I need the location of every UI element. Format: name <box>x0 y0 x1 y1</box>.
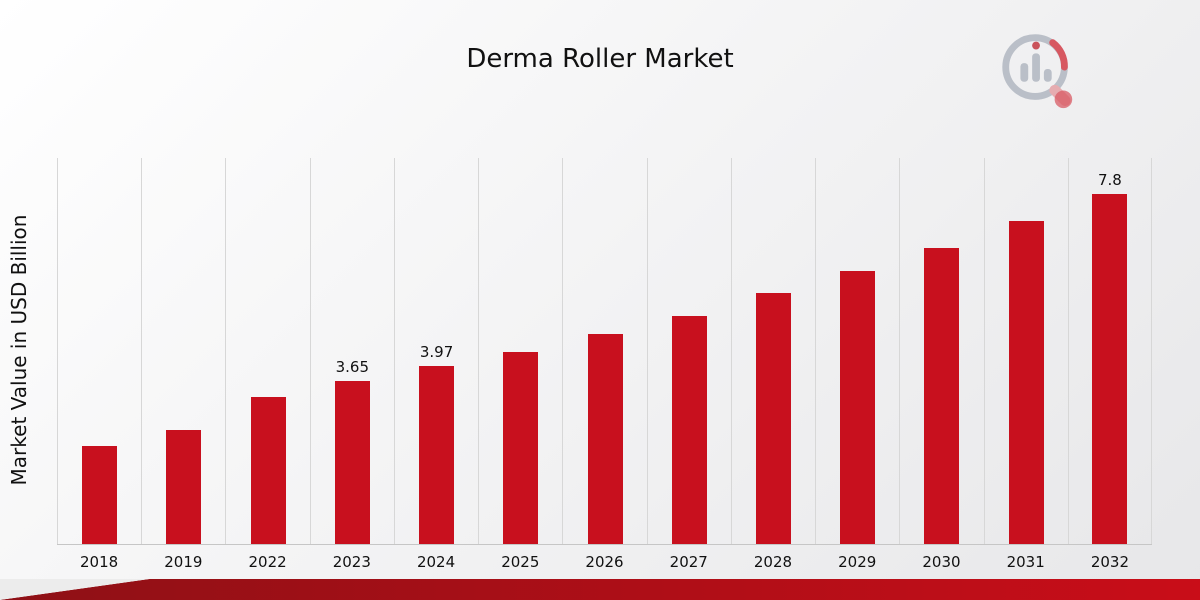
x-tick-label: 2025 <box>501 552 540 571</box>
x-tick-label: 2026 <box>585 552 624 571</box>
x-tick-label: 2029 <box>838 552 877 571</box>
bar-2027 <box>671 315 707 545</box>
x-tick-label: 2022 <box>248 552 287 571</box>
bar-value-label: 3.97 <box>419 343 454 362</box>
bar-area: 3.65 <box>309 158 394 545</box>
x-tick-label: 2027 <box>669 552 708 571</box>
bar-2024 <box>419 366 455 545</box>
bottom-ribbon <box>0 579 1200 600</box>
category-cell: 3.97 2024 <box>393 158 478 578</box>
bar-value-label: 3.65 <box>335 357 370 376</box>
x-tick-label: 2019 <box>164 552 203 571</box>
bar-area <box>225 158 309 545</box>
bar-2022 <box>250 396 286 545</box>
category-cell: 2030 <box>899 158 983 578</box>
category-cell: 2025 <box>478 158 562 578</box>
bar-2026 <box>587 333 623 545</box>
x-tick-label: 2031 <box>1006 552 1045 571</box>
category-cell: 2027 <box>646 158 731 578</box>
bar-2025 <box>503 351 539 545</box>
category-cell: 2028 <box>730 158 815 578</box>
bar-value-label: 7.8 <box>1098 171 1122 189</box>
bar-2031 <box>1008 221 1044 545</box>
category-cell: 7.8 2032 <box>1067 158 1153 578</box>
category-cell: 2029 <box>815 158 899 578</box>
plot-area: 2018 2019 2022 3.65 2023 3.97 2024 2025 2026 2027… <box>57 158 1153 578</box>
logo-svg <box>1002 34 1073 109</box>
x-tick-label: 2023 <box>332 552 371 571</box>
bar-2028 <box>755 293 791 545</box>
bar-area <box>478 158 562 545</box>
bar-area <box>730 158 815 545</box>
bar-area <box>57 158 141 545</box>
x-tick-label: 2028 <box>753 552 793 571</box>
bar-2018 <box>82 446 118 545</box>
bar-2019 <box>166 430 202 545</box>
bar-area <box>141 158 225 545</box>
x-tick-label: 2030 <box>922 552 961 571</box>
y-axis-label: Market Value in USD Billion <box>7 214 31 486</box>
bar-2030 <box>924 248 960 545</box>
x-tick-label: 2018 <box>80 552 119 571</box>
bar-area: 3.97 <box>393 158 478 545</box>
bar-2032 <box>1092 194 1128 545</box>
bar-2029 <box>840 270 876 545</box>
bar-area <box>815 158 899 545</box>
bar-chart-magnifier-logo-icon <box>994 26 1082 114</box>
bar-area <box>562 158 646 545</box>
x-tick-label: 2032 <box>1090 552 1130 571</box>
category-cell: 2022 <box>225 158 309 578</box>
category-cell: 2026 <box>562 158 646 578</box>
category-cell: 2019 <box>141 158 225 578</box>
bar-area <box>899 158 983 545</box>
bar-2023 <box>334 380 370 545</box>
x-tick-label: 2024 <box>416 552 456 571</box>
chart-title: Derma Roller Market <box>466 44 734 74</box>
category-cell: 2031 <box>983 158 1068 578</box>
category-cell: 2018 <box>57 158 141 578</box>
category-cell: 3.65 2023 <box>309 158 394 578</box>
bar-area <box>646 158 731 545</box>
bar-area: 7.8 <box>1067 158 1153 545</box>
bar-area <box>983 158 1068 545</box>
